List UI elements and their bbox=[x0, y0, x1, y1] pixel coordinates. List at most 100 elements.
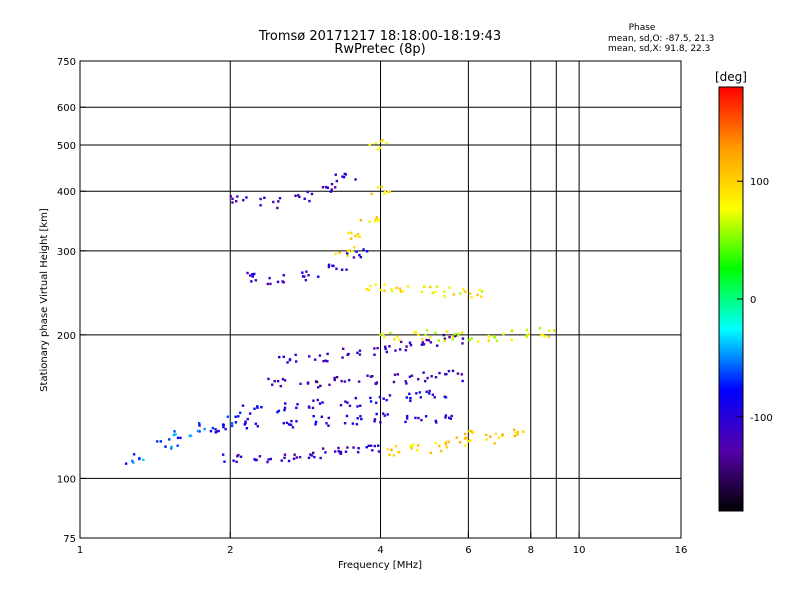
data-point bbox=[279, 384, 282, 388]
data-point bbox=[234, 421, 238, 424]
data-point bbox=[354, 234, 357, 238]
data-point bbox=[335, 267, 338, 270]
data-point bbox=[356, 417, 359, 420]
data-point bbox=[379, 288, 383, 292]
data-point bbox=[405, 414, 409, 418]
data-point bbox=[377, 450, 381, 453]
data-point bbox=[236, 195, 239, 198]
data-point bbox=[377, 218, 380, 221]
data-point bbox=[382, 332, 385, 336]
data-points bbox=[124, 139, 556, 465]
data-point bbox=[425, 390, 428, 393]
data-point bbox=[211, 426, 215, 430]
data-point bbox=[327, 424, 330, 427]
x-axis-title: Frequency [MHz] bbox=[338, 560, 422, 571]
data-point bbox=[334, 173, 337, 176]
data-point bbox=[334, 252, 337, 256]
data-point bbox=[301, 271, 304, 274]
data-point bbox=[308, 406, 311, 409]
data-point bbox=[259, 204, 262, 207]
data-point bbox=[320, 415, 324, 418]
data-point bbox=[525, 328, 529, 332]
data-point bbox=[365, 250, 369, 253]
data-point bbox=[480, 295, 483, 298]
data-point bbox=[513, 434, 516, 438]
data-point bbox=[374, 220, 377, 223]
data-point bbox=[454, 334, 457, 338]
data-point bbox=[283, 453, 287, 456]
data-point bbox=[303, 197, 306, 200]
data-point bbox=[356, 405, 359, 408]
data-point bbox=[443, 290, 446, 293]
data-point bbox=[354, 396, 358, 400]
data-point bbox=[423, 379, 427, 383]
data-point bbox=[376, 148, 379, 151]
data-point bbox=[294, 194, 297, 197]
data-point bbox=[417, 416, 420, 420]
data-point bbox=[339, 404, 343, 407]
data-point bbox=[369, 400, 373, 403]
data-point bbox=[359, 415, 362, 418]
data-point bbox=[282, 274, 285, 277]
data-point bbox=[376, 186, 380, 189]
data-point bbox=[344, 450, 348, 453]
data-point bbox=[376, 346, 379, 350]
data-point bbox=[382, 412, 385, 415]
data-point bbox=[538, 326, 541, 330]
data-point bbox=[421, 338, 424, 341]
data-point bbox=[398, 338, 401, 342]
data-point bbox=[369, 284, 372, 288]
data-point bbox=[176, 436, 180, 440]
data-point bbox=[319, 384, 322, 388]
data-point bbox=[174, 433, 177, 436]
data-point bbox=[485, 433, 488, 437]
data-point bbox=[348, 404, 352, 408]
data-point bbox=[442, 333, 446, 337]
data-point bbox=[198, 422, 201, 425]
data-point bbox=[294, 360, 298, 363]
data-point bbox=[168, 438, 171, 441]
data-point bbox=[295, 406, 298, 410]
data-point bbox=[384, 347, 387, 351]
data-point bbox=[401, 290, 405, 293]
data-point bbox=[267, 377, 270, 381]
data-point bbox=[389, 331, 392, 335]
data-point bbox=[455, 436, 458, 439]
data-point bbox=[404, 420, 407, 424]
data-point bbox=[420, 343, 424, 346]
data-point bbox=[298, 195, 301, 199]
data-point bbox=[460, 373, 463, 376]
data-point bbox=[235, 460, 238, 464]
data-point bbox=[132, 453, 136, 456]
data-point bbox=[241, 404, 245, 407]
data-point bbox=[485, 438, 488, 441]
data-point bbox=[420, 290, 424, 293]
data-point bbox=[356, 451, 360, 454]
data-point bbox=[292, 457, 296, 460]
phase-title: Phase bbox=[629, 23, 656, 33]
data-point bbox=[294, 353, 297, 357]
y-tick-label: 75 bbox=[63, 534, 76, 545]
data-point bbox=[223, 460, 226, 463]
data-point bbox=[428, 389, 431, 393]
data-point bbox=[539, 333, 543, 337]
chart-subtitle: RwPretec (8p) bbox=[334, 42, 425, 57]
data-point bbox=[369, 444, 373, 447]
data-point bbox=[398, 287, 402, 290]
data-point bbox=[489, 435, 492, 438]
data-point bbox=[260, 405, 263, 409]
data-point bbox=[434, 375, 438, 379]
data-point bbox=[355, 250, 358, 253]
data-point bbox=[392, 380, 396, 384]
data-point bbox=[443, 337, 447, 340]
data-point bbox=[373, 418, 377, 421]
data-point bbox=[416, 448, 419, 452]
data-point bbox=[444, 440, 447, 444]
data-point bbox=[359, 219, 363, 222]
data-point bbox=[367, 444, 370, 448]
data-point bbox=[382, 397, 385, 400]
data-point bbox=[459, 292, 462, 295]
data-point bbox=[398, 348, 402, 351]
data-point bbox=[552, 329, 556, 332]
data-point bbox=[443, 395, 446, 398]
